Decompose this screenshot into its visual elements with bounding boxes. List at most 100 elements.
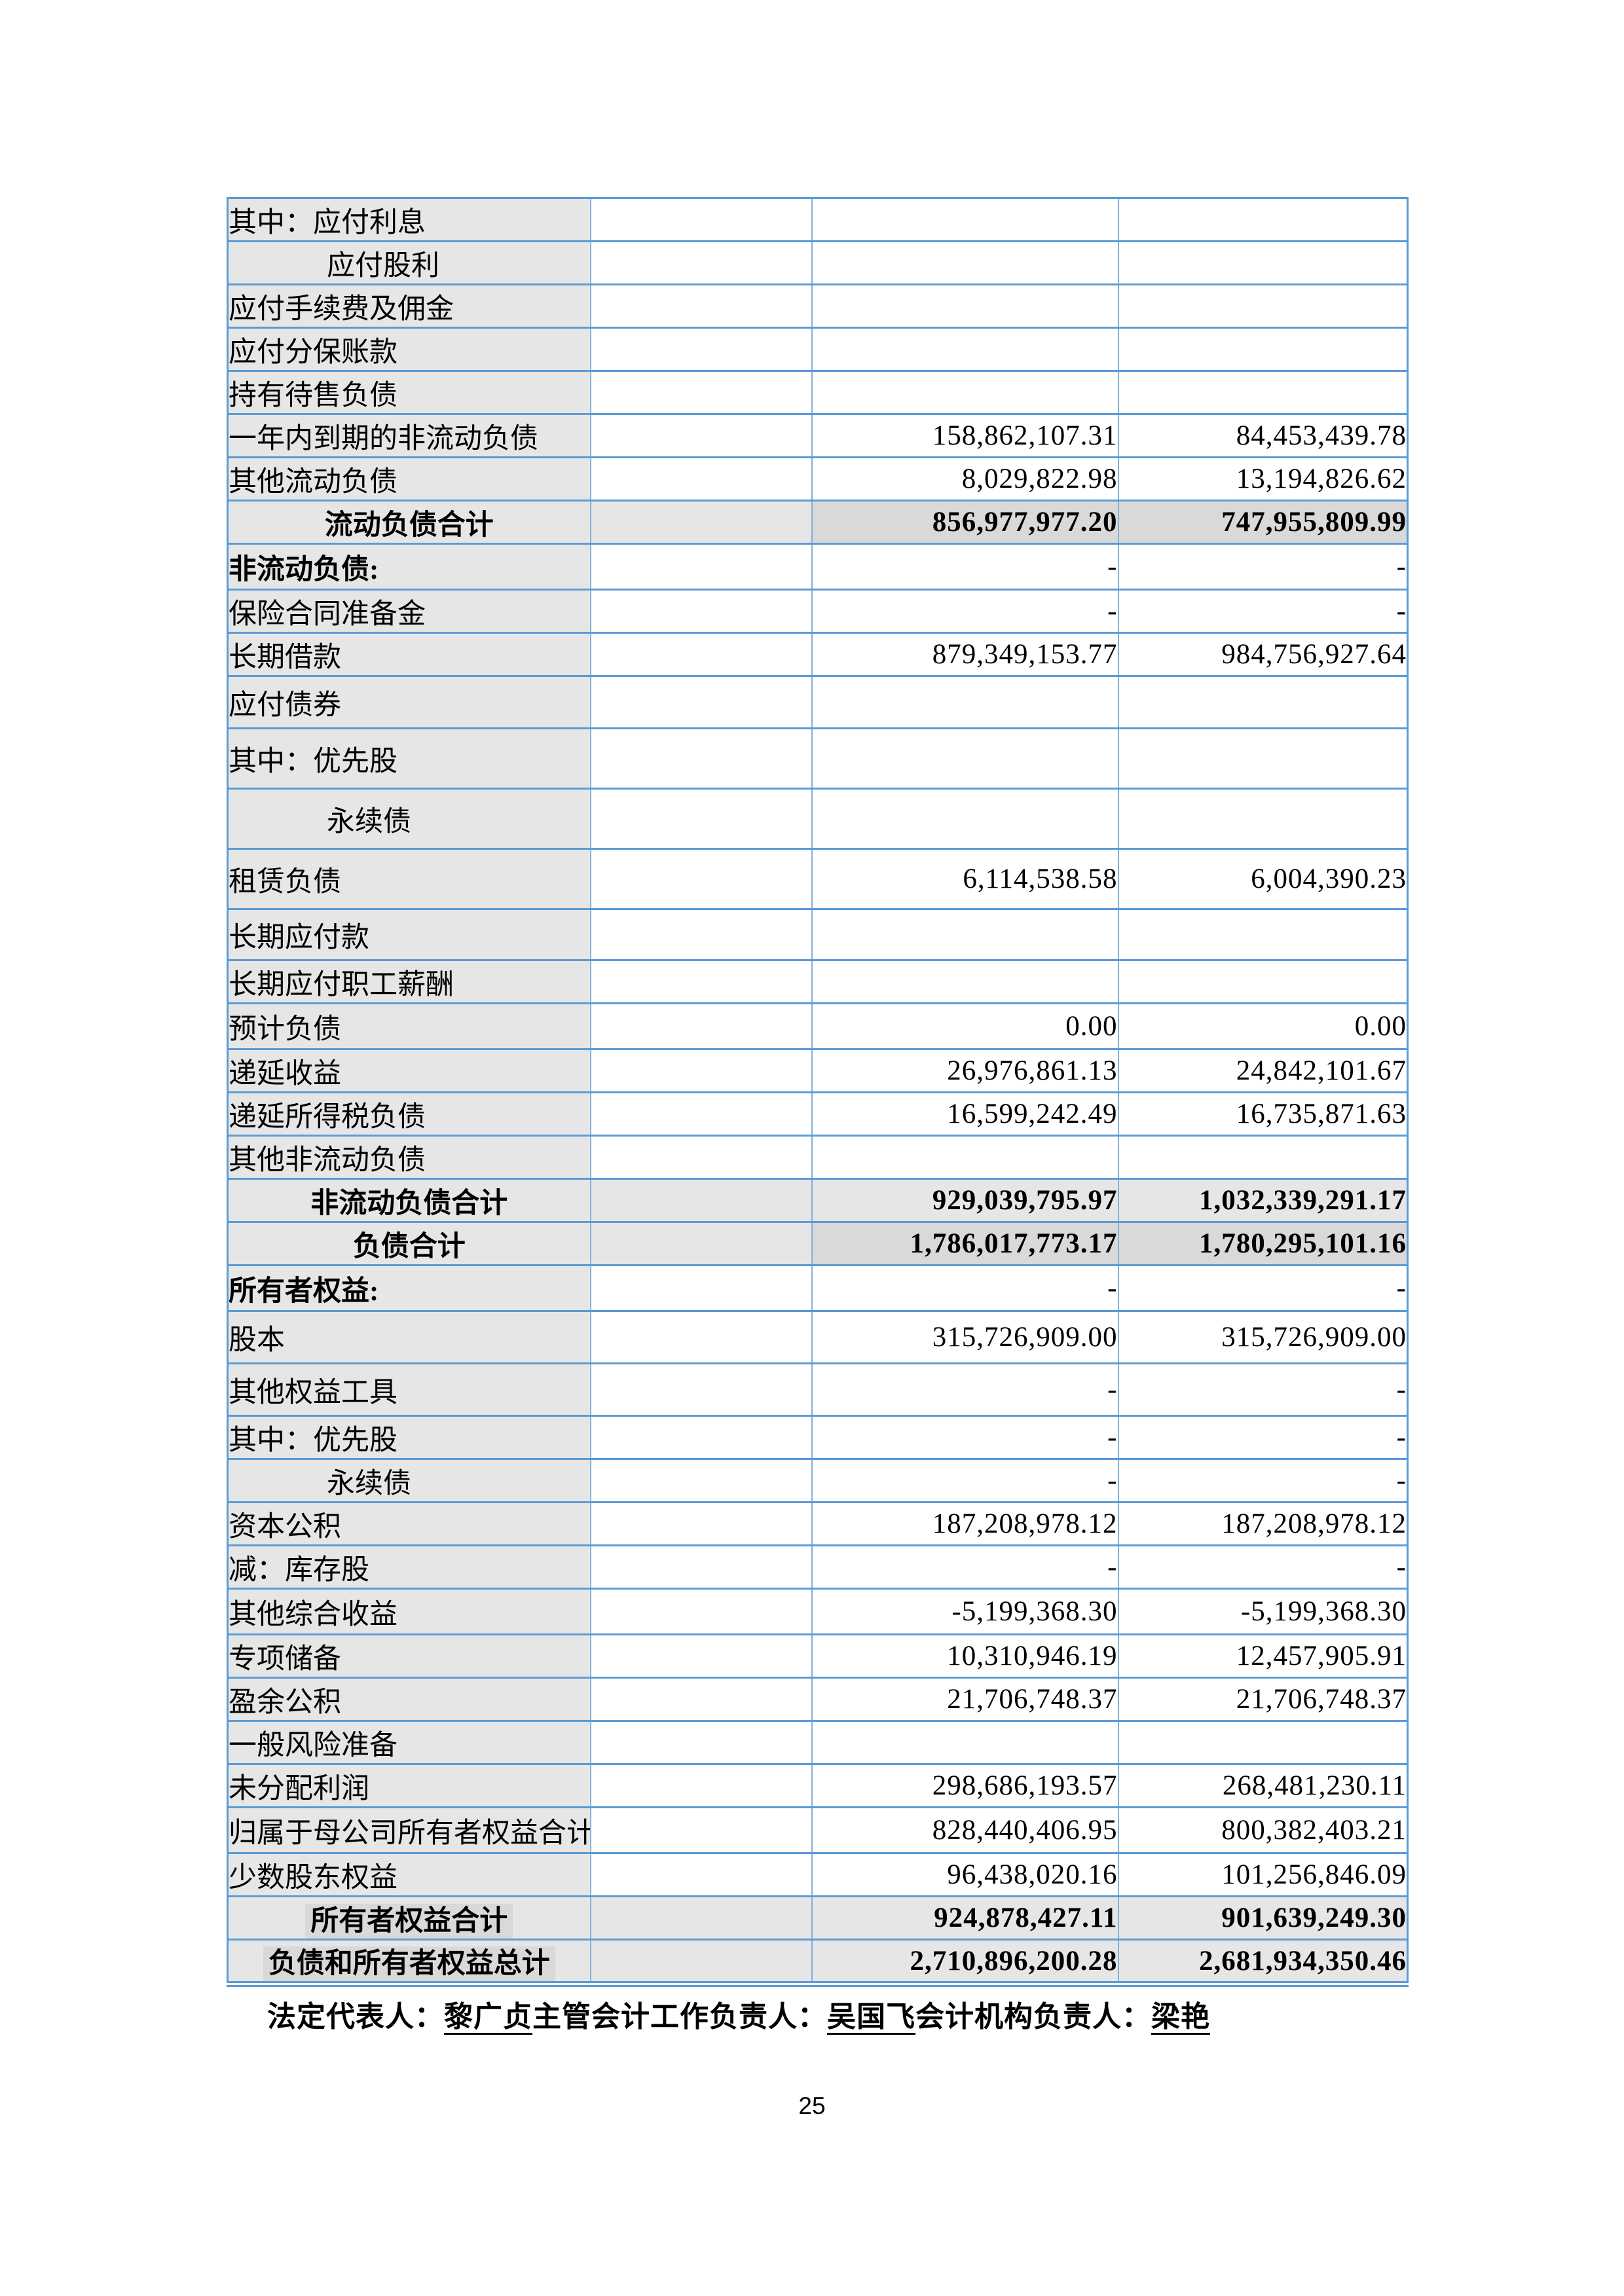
current-value-cell: [811, 788, 1119, 850]
current-value-cell: 187,208,978.12: [811, 1501, 1119, 1546]
current-value-cell: [811, 727, 1119, 790]
empty-cell: [589, 1763, 813, 1808]
current-value-cell: -: [811, 543, 1119, 591]
empty-cell: [589, 197, 813, 242]
row-label-cell: 一年内到期的非流动负债: [227, 413, 591, 458]
row-label-cell: 非流动负债:: [227, 543, 591, 591]
current-value-cell: [811, 1135, 1119, 1180]
table-row: 保险合同准备金 - -: [227, 589, 1409, 634]
prior-value-cell: 1,780,295,101.16: [1117, 1221, 1409, 1266]
current-value-cell: 6,114,538.58: [811, 848, 1119, 910]
row-label-cell: 递延收益: [227, 1048, 591, 1093]
table-row: 减：库存股 - -: [227, 1544, 1409, 1590]
row-label-cell: 减：库存股: [227, 1544, 591, 1590]
empty-cell: [589, 456, 813, 501]
current-value-cell: [811, 675, 1119, 729]
row-label-cell: 长期应付职工薪酬: [227, 959, 591, 1004]
prior-value-cell: -: [1117, 1544, 1409, 1590]
table-row: 长期应付款: [227, 908, 1409, 961]
table-row: 持有待售负债: [227, 370, 1409, 415]
row-label-cell: 长期借款: [227, 632, 591, 677]
empty-cell: [589, 1135, 813, 1180]
empty-cell: [589, 1221, 813, 1266]
legal-rep-label: 法定代表人：: [267, 2001, 444, 2033]
table-row-total-noncurrent-liabilities: 非流动负债合计 929,039,795.97 1,032,339,291.17: [227, 1178, 1409, 1223]
current-value-cell: [811, 908, 1119, 961]
row-label-cell: 未分配利润: [227, 1763, 591, 1808]
table-row: 递延收益 26,976,861.13 24,842,101.67: [227, 1048, 1409, 1093]
row-label-cell: 应付手续费及佣金: [227, 283, 591, 329]
prior-value-cell: [1117, 283, 1409, 329]
current-value-cell: 929,039,795.97: [811, 1178, 1119, 1223]
empty-cell: [589, 543, 813, 591]
current-value-cell: 2,710,896,200.28: [811, 1939, 1119, 1985]
table-row: 租赁负债 6,114,538.58 6,004,390.23: [227, 848, 1409, 910]
prior-value-cell: -: [1117, 543, 1409, 591]
empty-cell: [589, 848, 813, 910]
row-label-cell: 少数股东权益: [227, 1852, 591, 1897]
current-value-cell: 16,599,242.49: [811, 1091, 1119, 1137]
current-value-cell: [811, 327, 1119, 372]
current-value-cell: 0.00: [811, 1002, 1119, 1050]
current-value-cell: [811, 283, 1119, 329]
prior-value-cell: [1117, 788, 1409, 850]
table-row: 应付股利: [227, 240, 1409, 285]
empty-cell: [589, 1178, 813, 1223]
empty-cell: [589, 413, 813, 458]
empty-cell: [589, 1458, 813, 1503]
empty-cell: [589, 675, 813, 729]
row-label-cell: 所有者权益:: [227, 1264, 591, 1312]
row-label-cell: 其中：应付利息: [227, 197, 591, 242]
prior-value-cell: 13,194,826.62: [1117, 456, 1409, 501]
prior-value-cell: [1117, 1135, 1409, 1180]
prior-value-cell: -: [1117, 1458, 1409, 1503]
table-row: 应付债券: [227, 675, 1409, 729]
empty-cell: [589, 1310, 813, 1364]
prior-value-cell: 800,382,403.21: [1117, 1806, 1409, 1854]
empty-cell: [589, 1091, 813, 1137]
row-label-cell: 永续债: [227, 1458, 591, 1503]
accounting-dept-label: 会计机构负责人：: [915, 2001, 1151, 2033]
table-row: 长期借款 879,349,153.77 984,756,927.64: [227, 632, 1409, 677]
table-row-total-equity: 所有者权益合计 924,878,427.11 901,639,249.30: [227, 1895, 1409, 1941]
legal-rep-name: 黎广贞: [444, 2001, 532, 2033]
prior-value-cell: [1117, 727, 1409, 790]
current-value-cell: 315,726,909.00: [811, 1310, 1119, 1364]
balance-sheet-table: 其中：应付利息 应付股利 应付手续费及佣金 应付分保账款 持有待售负债 一年内到…: [227, 197, 1409, 1987]
prior-value-cell: 12,457,905.91: [1117, 1633, 1409, 1679]
table-row: 应付手续费及佣金: [227, 283, 1409, 329]
row-label-cell: 保险合同准备金: [227, 589, 591, 634]
current-value-cell: [811, 1720, 1119, 1765]
row-label-cell: 长期应付款: [227, 908, 591, 961]
prior-value-cell: 2,681,934,350.46: [1117, 1939, 1409, 1985]
current-value-cell: 298,686,193.57: [811, 1763, 1119, 1808]
prior-value-cell: -5,199,368.30: [1117, 1588, 1409, 1635]
prior-value-cell: 21,706,748.37: [1117, 1677, 1409, 1722]
row-label-cell: 其中：优先股: [227, 1415, 591, 1460]
row-label-cell: 递延所得税负债: [227, 1091, 591, 1137]
empty-cell: [589, 1677, 813, 1722]
empty-cell: [589, 1720, 813, 1765]
prior-value-cell: 84,453,439.78: [1117, 413, 1409, 458]
row-label-cell: 流动负债合计: [227, 500, 591, 545]
empty-cell: [589, 1588, 813, 1635]
current-value-cell: [811, 370, 1119, 415]
prior-value-cell: 747,955,809.99: [1117, 500, 1409, 545]
accounting-head-label: 主管会计工作负责人：: [532, 2001, 827, 2033]
row-label-cell: 应付股利: [227, 240, 591, 285]
row-label-cell: 其他非流动负债: [227, 1135, 591, 1180]
prior-value-cell: -: [1117, 589, 1409, 634]
prior-value-cell: 1,032,339,291.17: [1117, 1178, 1409, 1223]
empty-cell: [589, 1544, 813, 1590]
current-value-cell: 21,706,748.37: [811, 1677, 1119, 1722]
row-label-cell: 预计负债: [227, 1002, 591, 1050]
highlighted-label: 负债和所有者权益总计: [263, 1946, 555, 1981]
row-label-cell: 专项储备: [227, 1633, 591, 1679]
prior-value-cell: 16,735,871.63: [1117, 1091, 1409, 1137]
row-label-cell: 永续债: [227, 788, 591, 850]
table-row: 其他非流动负债: [227, 1135, 1409, 1180]
current-value-cell: 1,786,017,773.17: [811, 1221, 1119, 1266]
current-value-cell: -5,199,368.30: [811, 1588, 1119, 1635]
current-value-cell: 856,977,977.20: [811, 500, 1119, 545]
accounting-dept-name: 梁艳: [1151, 2001, 1210, 2033]
